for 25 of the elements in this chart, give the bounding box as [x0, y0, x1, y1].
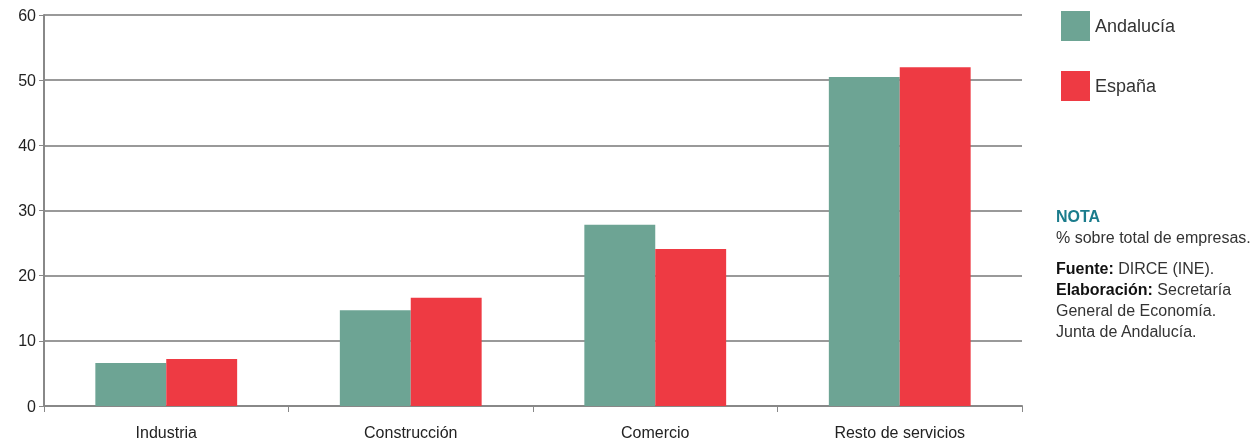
bar	[899, 67, 971, 406]
bar	[410, 297, 482, 406]
source-note: Fuente: DIRCE (INE).	[1056, 259, 1216, 279]
y-tick-label: 30	[18, 202, 37, 219]
legend-label: Andalucía	[1095, 16, 1177, 36]
bar	[166, 359, 238, 406]
x-tick-label: Resto de servicios	[834, 423, 966, 441]
legend-label: España	[1095, 76, 1158, 96]
bar	[828, 76, 900, 406]
x-tick-label: Comercio	[621, 423, 690, 441]
y-tick-label: 10	[18, 332, 37, 350]
bar	[339, 310, 411, 406]
y-tick-label: 50	[18, 71, 37, 89]
y-tick-label: 40	[18, 136, 37, 154]
text: Elaboración: Secretaría General de Economía. Junta de Andalucía.	[1056, 280, 1233, 342]
y-tick-label: 20	[18, 267, 37, 285]
x-tick-label: Construcción	[364, 423, 458, 441]
bar	[95, 362, 167, 406]
bar	[655, 248, 727, 406]
bar	[584, 224, 656, 406]
x-tick-label: Industria	[135, 423, 198, 441]
y-tick-label: 0	[27, 397, 37, 415]
y-tick-label: 60	[18, 6, 37, 24]
text: NOTA	[1056, 207, 1102, 227]
text: % sobre total de empresas.	[1056, 228, 1251, 248]
